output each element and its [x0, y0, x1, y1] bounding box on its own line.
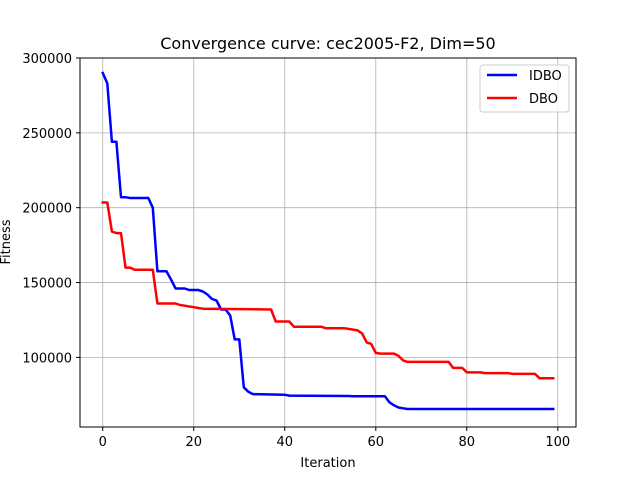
series-lines — [101, 71, 555, 411]
y-axis-label: Fitness — [0, 219, 14, 264]
y-tick-label: 200000 — [22, 202, 72, 217]
legend-label-idbo: IDBO — [529, 69, 562, 84]
y-tick-label: 300000 — [22, 52, 72, 67]
legend-box — [479, 64, 570, 113]
x-tick-label: 60 — [368, 435, 385, 450]
legend: IDBO DBO — [479, 64, 570, 113]
series-line-dbo — [101, 201, 555, 380]
x-tick-label: 20 — [185, 435, 202, 450]
x-axis-label: Iteration — [300, 456, 355, 471]
series-line-idbo — [101, 71, 555, 411]
axis-ticks: 0 20 40 60 80 100 100000 150000 200000 250000 3000… — [22, 52, 570, 450]
legend-label-dbo: DBO — [529, 92, 558, 107]
plot-area-frame — [79, 57, 577, 428]
y-tick-label: 250000 — [22, 127, 72, 142]
x-tick-label: 80 — [459, 435, 476, 450]
y-tick-label: 100000 — [22, 351, 72, 366]
x-tick-label: 40 — [276, 435, 293, 450]
x-tick-label: 0 — [99, 435, 107, 450]
y-tick-label: 150000 — [22, 277, 72, 292]
chart-title: Convergence curve: cec2005-F2, Dim=50 — [160, 34, 495, 53]
x-tick-label: 100 — [545, 435, 570, 450]
